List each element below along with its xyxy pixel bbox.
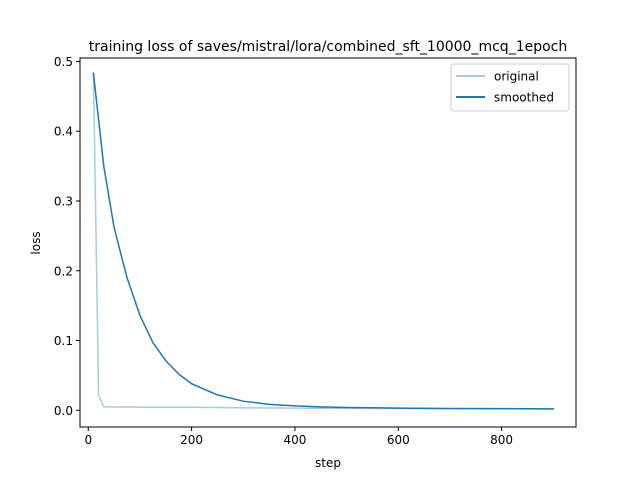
series-layer [92, 72, 555, 410]
y-tick-label: 0.2 [54, 264, 73, 278]
x-axis-label: step [315, 456, 341, 470]
x-tick-label: 400 [283, 433, 306, 447]
x-tick-label: 200 [180, 433, 203, 447]
legend: original smoothed [450, 63, 570, 112]
y-tick-label: 0.3 [54, 194, 73, 208]
series-line-smoothed [92, 72, 555, 410]
x-tick-label: 0 [84, 433, 92, 447]
legend-label-original: original [494, 70, 539, 84]
legend-label-smoothed: smoothed [494, 91, 554, 105]
x-tick-label: 600 [387, 433, 410, 447]
x-axis: 0 200 400 600 800 [84, 427, 513, 447]
y-tick-label: 0.1 [54, 334, 73, 348]
y-tick-label: 0.4 [54, 125, 73, 139]
y-tick-label: 0.0 [54, 404, 73, 418]
plot-frame [79, 57, 577, 428]
y-axis: 0.0 0.1 0.2 0.3 0.4 0.5 [54, 55, 80, 418]
y-axis-label: loss [29, 231, 43, 254]
y-tick-label: 0.5 [54, 55, 73, 69]
x-tick-label: 800 [490, 433, 513, 447]
plot-area [79, 57, 577, 428]
chart-title: training loss of saves/mistral/lora/comb… [89, 39, 567, 55]
